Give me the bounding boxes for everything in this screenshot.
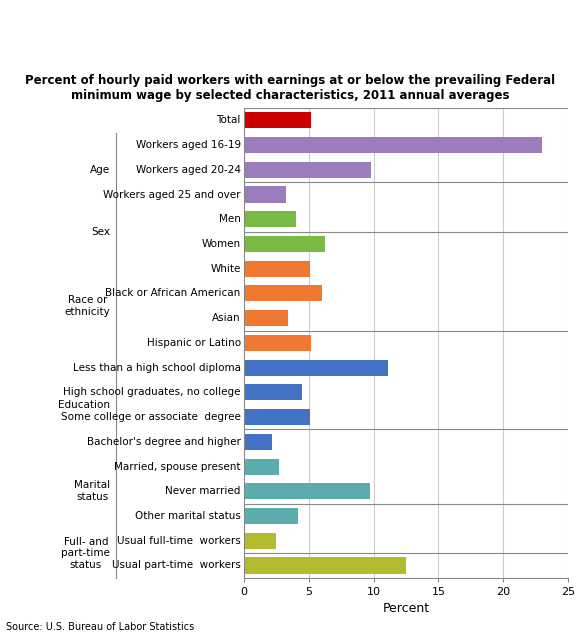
Bar — [244, 533, 276, 549]
Text: Asian: Asian — [212, 313, 241, 323]
Text: Full- and
part-time
status: Full- and part-time status — [61, 537, 110, 570]
Text: Percent of hourly paid workers with earnings at or below the prevailing Federal
: Percent of hourly paid workers with earn… — [25, 74, 555, 102]
Bar — [244, 458, 278, 474]
Bar — [244, 384, 302, 401]
Text: Usual full-time  workers: Usual full-time workers — [117, 536, 241, 545]
Bar — [244, 483, 369, 499]
Text: High school graduates, no college: High school graduates, no college — [63, 387, 241, 398]
X-axis label: Percent: Percent — [382, 603, 430, 615]
Text: Workers aged 16-19: Workers aged 16-19 — [136, 140, 241, 150]
Text: Hispanic or Latino: Hispanic or Latino — [147, 338, 241, 348]
Bar — [244, 187, 287, 203]
Text: Married, spouse present: Married, spouse present — [114, 462, 241, 472]
Text: Men: Men — [219, 214, 241, 224]
Bar — [244, 236, 325, 252]
Text: Other marital status: Other marital status — [135, 511, 241, 521]
Bar — [244, 162, 371, 178]
Bar — [244, 335, 311, 351]
Text: Total: Total — [216, 116, 241, 125]
Text: Workers aged 25 and over: Workers aged 25 and over — [103, 189, 241, 199]
Text: Workers aged 20-24: Workers aged 20-24 — [136, 164, 241, 175]
Text: Sex: Sex — [91, 227, 110, 237]
Bar — [244, 137, 542, 153]
Text: Less than a high school diploma: Less than a high school diploma — [72, 363, 241, 373]
Bar — [244, 285, 321, 302]
Text: Race or
ethnicity: Race or ethnicity — [64, 295, 110, 317]
Bar — [244, 409, 310, 425]
Text: Black or African American: Black or African American — [106, 288, 241, 298]
Text: Never married: Never married — [165, 486, 241, 497]
Bar — [244, 112, 311, 128]
Text: Some college or associate  degree: Some college or associate degree — [61, 412, 241, 422]
Text: Education: Education — [58, 399, 110, 410]
Text: Usual part-time  workers: Usual part-time workers — [112, 561, 241, 570]
Bar — [244, 261, 310, 277]
Text: White: White — [211, 264, 241, 274]
Bar — [244, 508, 298, 524]
Bar — [244, 558, 406, 573]
Bar — [244, 434, 272, 450]
Bar — [244, 359, 388, 376]
Bar — [244, 310, 288, 326]
Text: Marital
status: Marital status — [74, 481, 110, 502]
Text: Women: Women — [202, 239, 241, 249]
Text: Age: Age — [90, 164, 110, 175]
Bar — [244, 211, 296, 227]
Text: Source: U.S. Bureau of Labor Statistics: Source: U.S. Bureau of Labor Statistics — [6, 622, 194, 632]
Text: Bachelor's degree and higher: Bachelor's degree and higher — [87, 437, 241, 447]
